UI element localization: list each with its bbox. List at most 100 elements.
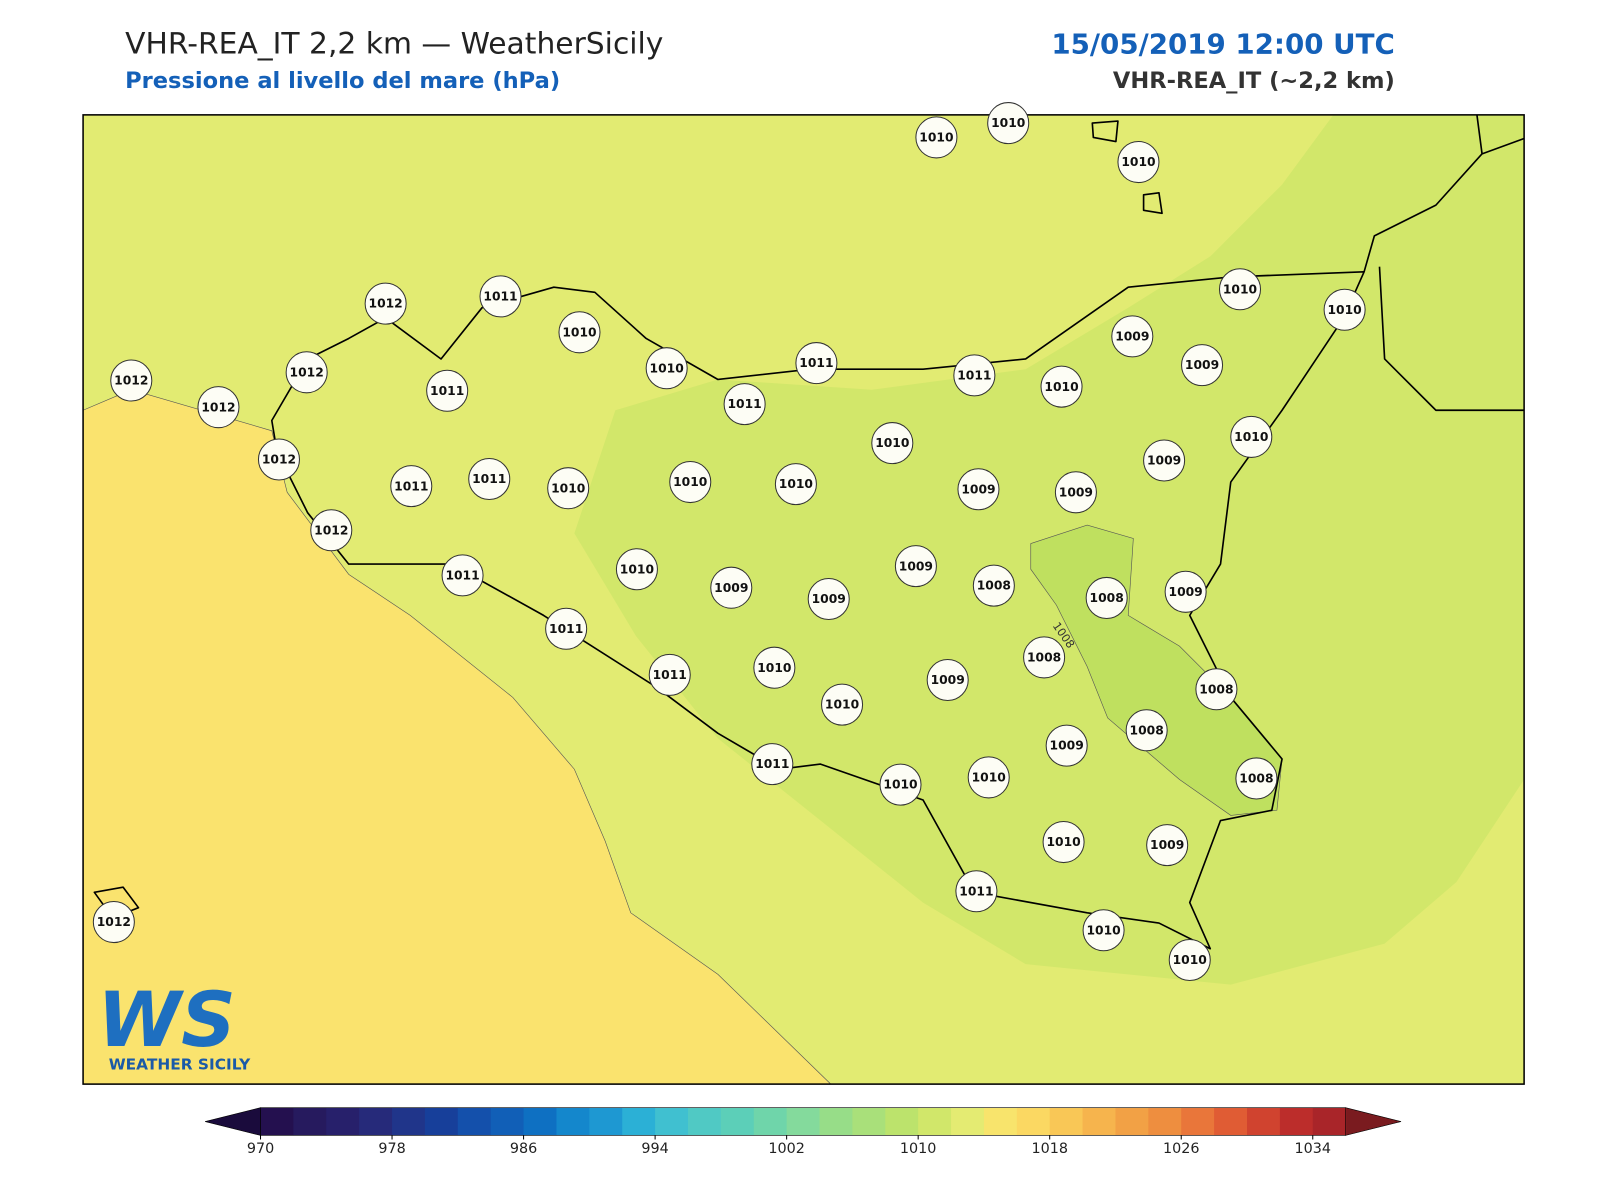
colorbar-swatch [655,1107,689,1136]
station-marker [1042,821,1085,864]
station-value: 1008 [1199,682,1233,696]
station-value: 1012 [201,400,235,414]
station-marker [967,756,1010,799]
colorbar-swatch [1049,1107,1084,1136]
station-marker [364,282,407,325]
colorbar-swatch [753,1107,788,1136]
colorbar-under [205,1107,261,1136]
station-value: 1010 [620,562,654,576]
station-value: 1009 [714,581,748,595]
station-marker [479,275,522,318]
station-marker [1054,471,1097,514]
station-marker [615,548,658,591]
station-value: 1011 [483,290,517,304]
colorbar-over [1345,1107,1402,1136]
coastline [270,270,1365,950]
colorbar-swatch [556,1107,590,1136]
station-marker [1040,365,1083,408]
colorbar-swatch [260,1107,294,1136]
colorbar-swatch [622,1107,656,1136]
logo: WS WEATHER SICILY [97,976,251,1074]
colorbar-swatch [983,1107,1018,1136]
station-value: 1008 [1239,772,1273,786]
model: VHR-REA_IT (~2,2 km) [1113,68,1395,94]
colorbar-swatch [1148,1107,1182,1136]
colorbar-swatch [819,1107,853,1136]
station-value: 1010 [551,481,585,495]
station-value: 1010 [991,116,1025,130]
colorbar-tick-label: 1026 [1163,1141,1200,1157]
colorbar-tick-label: 978 [378,1141,405,1157]
colorbar-swatch [852,1107,886,1136]
logo-mark: WS [97,976,235,1064]
station-marker [441,554,484,597]
station-marker [648,653,691,696]
station-value: 1011 [799,356,833,370]
colorbar-swatch [1082,1107,1116,1136]
colorbar-swatch [457,1107,492,1136]
station-value: 1010 [1046,835,1080,849]
station-marker [1117,141,1160,184]
title: VHR-REA_IT 2,2 km — WeatherSicily [125,26,663,61]
colorbar-swatch [951,1107,985,1136]
station-marker [753,646,796,689]
station-value: 1010 [1086,923,1120,937]
station-marker [1168,938,1211,982]
station-value: 1010 [1044,380,1078,394]
map-frame [82,114,1525,1085]
station-value: 1010 [779,477,813,491]
station-marker [972,564,1015,607]
station-value: 1009 [1050,739,1084,753]
colorbar-tick-label: 1010 [900,1141,937,1157]
station-value: 1009 [899,559,933,573]
station-marker [1143,439,1186,482]
colorbar-swatch [326,1107,360,1136]
station-value: 1009 [812,592,846,606]
station-value: 1011 [755,757,789,771]
station-value: 1010 [825,698,859,712]
station-marker [545,607,588,650]
station-marker [547,467,590,510]
colorbar-tick-label: 986 [510,1141,537,1157]
station-marker [1111,315,1154,358]
station-value: 1008 [1090,591,1124,605]
station-marker [1218,268,1262,311]
colorbar-swatch [918,1107,952,1136]
station-marker [957,468,1000,511]
station-marker [1082,909,1125,952]
station-value: 1010 [1234,430,1268,444]
station-marker [1195,668,1238,711]
colorbar-swatch [885,1107,919,1136]
station-value: 1011 [549,622,583,636]
station-marker [879,763,922,806]
station-value: 1012 [114,374,148,388]
station-marker [669,461,712,504]
station-marker [390,465,433,508]
station-marker [285,351,328,394]
station-marker [1323,288,1366,331]
station-value: 1011 [957,368,991,382]
station-marker [92,901,135,944]
colorbar-swatch [1279,1107,1314,1136]
station-value: 1009 [1059,485,1093,499]
map: 1008 1010 1010 1010 1012 1011 1010 1010 1010 101… [82,102,1525,1085]
station-marker [1181,344,1224,387]
colorbar-tick-label: 1034 [1295,1141,1332,1157]
colorbar-swatch [589,1107,623,1136]
station-value: 1010 [673,475,707,489]
station-value: 1011 [445,568,479,582]
station-marker [751,743,794,786]
station-value: 1012 [97,915,131,929]
station-marker [955,870,998,913]
station-value: 1010 [1173,953,1207,967]
station-marker [723,383,766,426]
station-marker [1023,636,1066,679]
colorbar-swatch [293,1107,327,1136]
colorbar-frame [260,1107,1346,1136]
station-marker [774,463,817,506]
station-marker [110,359,153,402]
station-value: 1011 [653,668,687,682]
station-marker [1085,576,1128,619]
colorbar: 970 978 986 994 1002 1010 1018 1026 1034 [205,1107,1402,1157]
station-marker [1164,570,1207,613]
